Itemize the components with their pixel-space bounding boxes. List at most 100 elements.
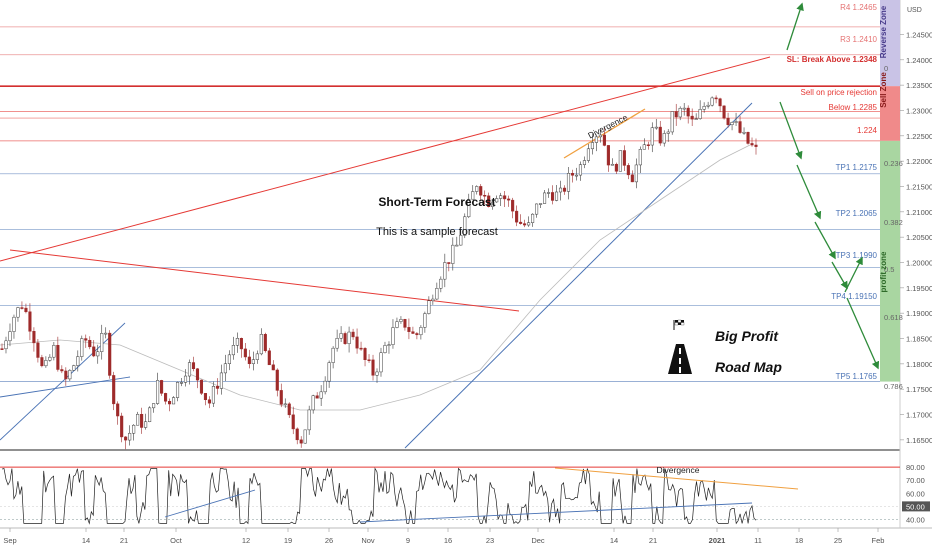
zone-0 bbox=[880, 0, 900, 87]
candle-body bbox=[231, 345, 235, 356]
candle-body bbox=[295, 428, 299, 441]
candle-body bbox=[28, 311, 32, 332]
road-icon bbox=[668, 344, 692, 374]
forecast-arrow-5 bbox=[844, 256, 863, 293]
candle-body bbox=[614, 163, 618, 172]
date-tick-13: 21 bbox=[649, 536, 657, 545]
level-label-2: SL: Break Above 1.2348 bbox=[787, 55, 878, 64]
candle-body bbox=[670, 111, 674, 133]
candle-body bbox=[56, 345, 60, 370]
candle-body bbox=[435, 288, 439, 300]
candle-body bbox=[355, 336, 359, 349]
candle-body bbox=[343, 333, 347, 344]
candle-body bbox=[331, 347, 335, 363]
candle-body bbox=[586, 148, 590, 161]
candle-body bbox=[92, 346, 96, 357]
candle-body bbox=[375, 371, 379, 376]
candle-body bbox=[562, 187, 567, 192]
candle-body bbox=[279, 390, 283, 405]
candle-body bbox=[694, 118, 698, 120]
candle-body bbox=[399, 319, 403, 322]
brand-line-1: Big Profit bbox=[715, 328, 779, 344]
candle-body bbox=[44, 360, 48, 367]
price-tick-8: 1.20500 bbox=[906, 233, 932, 242]
candle-body bbox=[419, 327, 423, 336]
candle-body bbox=[503, 195, 507, 200]
date-tick-2: 21 bbox=[120, 536, 128, 545]
trendline-layer bbox=[0, 56, 771, 449]
candle-body bbox=[303, 429, 307, 444]
currency-label: USD bbox=[907, 7, 922, 14]
level-label-8: TP3 1.1990 bbox=[836, 251, 878, 260]
rsi-line bbox=[1, 467, 757, 525]
price-tick-11: 1.22000 bbox=[906, 157, 932, 166]
candle-body bbox=[658, 126, 662, 144]
sell-zone-label: Sell Zone bbox=[879, 72, 888, 108]
price-tick-7: 1.20000 bbox=[906, 259, 932, 268]
candle-body bbox=[136, 413, 140, 426]
candle-body bbox=[479, 186, 483, 196]
candle-body bbox=[630, 174, 634, 183]
candle-body bbox=[144, 421, 148, 428]
candle-body bbox=[4, 340, 8, 350]
candle-body bbox=[191, 362, 196, 370]
candle-body bbox=[666, 131, 670, 134]
rsi-support-line bbox=[359, 502, 753, 523]
candle-body bbox=[315, 395, 319, 399]
price-tick-16: 1.24500 bbox=[906, 30, 932, 39]
candle-body bbox=[582, 160, 587, 165]
candle-body bbox=[168, 400, 172, 405]
date-tick-16: 18 bbox=[795, 536, 803, 545]
candle-body bbox=[247, 356, 251, 365]
candle-body bbox=[215, 386, 219, 389]
forecast-arrow-0 bbox=[786, 2, 804, 51]
rsi-divergence-line bbox=[554, 467, 799, 490]
forecast-subtitle: This is a sample forecast bbox=[376, 226, 498, 238]
candle-body bbox=[100, 333, 104, 352]
candle-body bbox=[16, 307, 20, 318]
forecast-arrow-1 bbox=[779, 101, 803, 160]
candle-body bbox=[319, 391, 323, 399]
candle-body bbox=[36, 342, 40, 358]
candle-body bbox=[734, 121, 738, 123]
candle-body bbox=[511, 199, 515, 212]
candle-body bbox=[20, 307, 24, 309]
candle-body bbox=[610, 163, 614, 166]
level-label-10: TP5 1.1765 bbox=[836, 372, 878, 381]
candle-body bbox=[483, 194, 487, 197]
price-tick-14: 1.23500 bbox=[906, 81, 932, 90]
level-label-6: TP1 1.2175 bbox=[836, 163, 878, 172]
candle-body bbox=[339, 333, 343, 339]
price-tick-5: 1.19000 bbox=[906, 309, 932, 318]
candle-body bbox=[227, 354, 231, 364]
candle-body bbox=[152, 403, 156, 409]
candle-body bbox=[714, 97, 718, 100]
candle-body bbox=[207, 399, 211, 404]
candle-body bbox=[618, 150, 622, 172]
candle-body bbox=[195, 368, 200, 381]
finish-flag-icon bbox=[673, 319, 685, 330]
candle-body bbox=[682, 107, 686, 110]
candle-body bbox=[12, 316, 16, 332]
candle-body bbox=[251, 359, 255, 365]
price-tick-2: 1.17500 bbox=[906, 385, 932, 394]
price-tick-0: 1.16500 bbox=[906, 436, 932, 445]
candle-body bbox=[570, 173, 575, 176]
candle-body bbox=[0, 348, 4, 350]
candle-body bbox=[495, 198, 499, 203]
candle-body bbox=[455, 244, 459, 247]
price-axis: 1.16500 1.17000 1.17500 1.18000 1.18500 1.190… bbox=[900, 30, 932, 445]
level-label-1: R3 1.2410 bbox=[840, 35, 877, 44]
candle-body bbox=[403, 319, 407, 328]
candle-body bbox=[40, 357, 44, 367]
level-label-0: R4 1.2465 bbox=[840, 3, 877, 12]
rsi-tick-4: 80.00 bbox=[906, 463, 925, 472]
ascending-support-line bbox=[404, 102, 753, 449]
candle-body bbox=[72, 365, 76, 371]
rsi-current-value: 50.00 bbox=[906, 502, 925, 511]
early-support-line bbox=[0, 322, 126, 441]
candle-body bbox=[271, 364, 275, 371]
candle-body bbox=[291, 414, 295, 430]
rsi-current-badge bbox=[902, 501, 930, 512]
price-tick-10: 1.21500 bbox=[906, 182, 932, 191]
